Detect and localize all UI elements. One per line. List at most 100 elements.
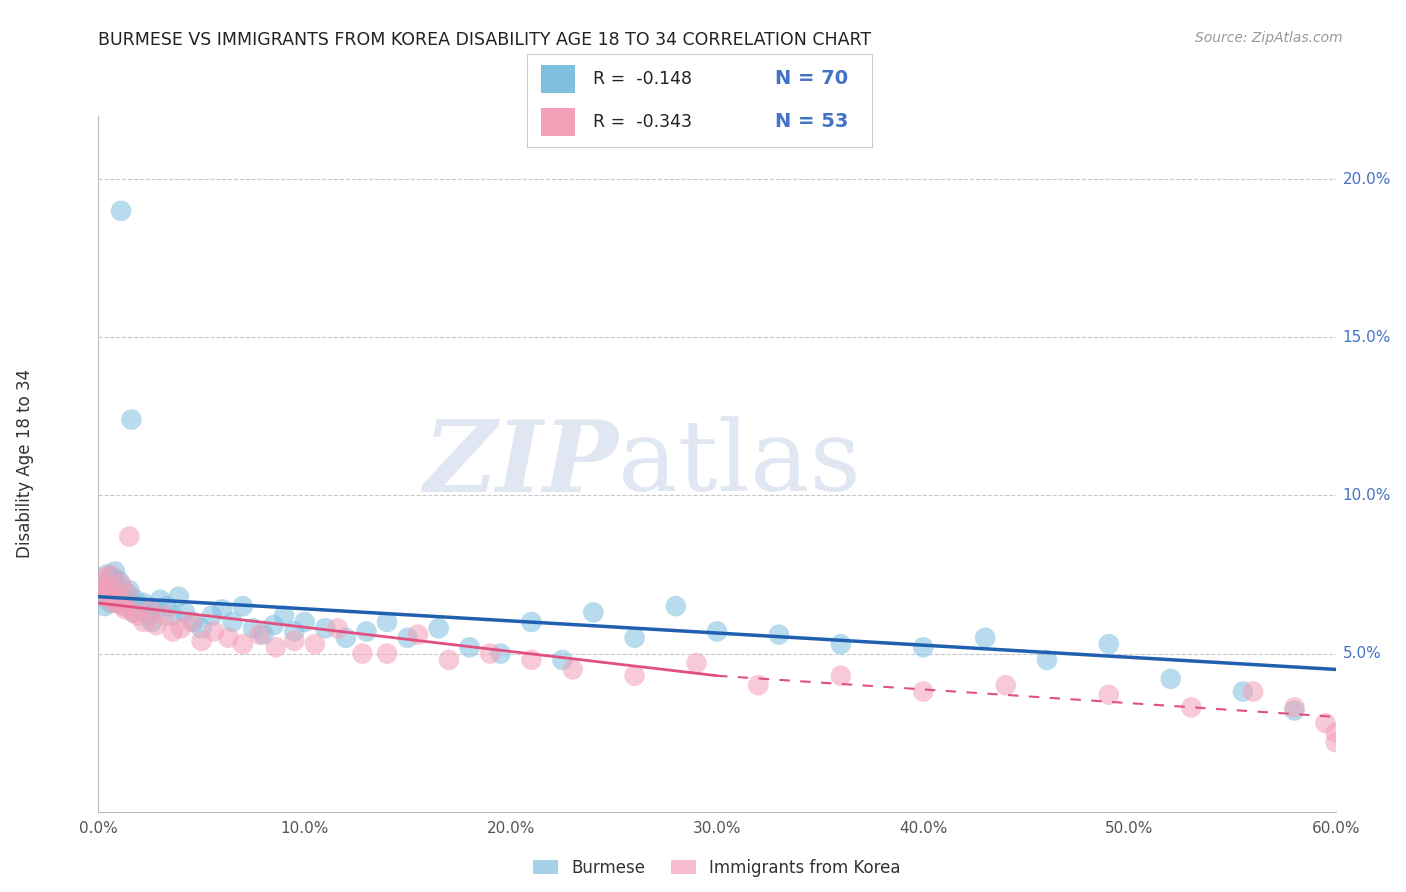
Point (294, 615, 316, 629)
Point (665, 599, 688, 614)
Point (96, 567, 118, 582)
Point (118, 530, 141, 544)
Text: 5.0%: 5.0% (1343, 646, 1382, 661)
Point (1315, 716, 1337, 731)
Point (375, 647, 398, 661)
Point (264, 640, 287, 655)
Point (352, 647, 374, 661)
Point (110, 577, 132, 591)
Point (551, 653, 574, 667)
Point (118, 583, 141, 598)
Text: 10.0%: 10.0% (1343, 488, 1391, 503)
Point (132, 596, 155, 610)
Point (100, 580, 122, 594)
Point (114, 602, 136, 616)
Point (1284, 700, 1306, 714)
Point (561, 662, 583, 676)
Point (112, 590, 135, 604)
Point (180, 615, 202, 629)
Point (623, 669, 645, 683)
Point (314, 621, 336, 635)
Point (437, 653, 460, 667)
Point (124, 592, 146, 607)
Point (304, 637, 326, 651)
Point (1098, 688, 1121, 702)
Point (181, 615, 204, 629)
Point (108, 596, 131, 610)
Text: Source: ZipAtlas.com: Source: ZipAtlas.com (1195, 31, 1343, 45)
Point (162, 608, 184, 623)
Point (747, 678, 769, 692)
Point (217, 631, 239, 645)
Point (97, 586, 120, 600)
Point (232, 637, 254, 651)
Text: 15.0%: 15.0% (1343, 330, 1391, 345)
Point (190, 634, 212, 648)
Point (155, 599, 177, 614)
Point (101, 596, 124, 610)
Point (974, 631, 997, 645)
Point (1232, 684, 1254, 698)
Text: ZIP: ZIP (423, 416, 619, 512)
Point (326, 621, 349, 635)
Point (1324, 725, 1347, 739)
Point (89, 577, 111, 591)
Text: 20.0%: 20.0% (1343, 172, 1391, 186)
Point (100, 596, 122, 610)
Point (139, 602, 162, 616)
Point (1036, 653, 1059, 667)
Point (91, 590, 114, 604)
Point (122, 606, 145, 620)
Point (96, 580, 118, 594)
Point (396, 631, 419, 645)
Point (136, 608, 159, 623)
Point (127, 608, 149, 623)
Point (283, 624, 305, 639)
Point (520, 653, 543, 667)
Point (97, 574, 120, 588)
Text: N = 53: N = 53 (775, 112, 849, 131)
Point (97, 590, 120, 604)
Point (149, 592, 172, 607)
Point (122, 606, 145, 620)
Point (104, 565, 127, 579)
Point (520, 615, 543, 629)
Point (93, 599, 115, 614)
Point (153, 608, 176, 623)
Point (89, 590, 111, 604)
Point (242, 621, 264, 635)
Point (105, 583, 128, 598)
Point (96, 583, 118, 598)
Text: N = 70: N = 70 (775, 70, 848, 88)
Point (120, 412, 142, 426)
Point (167, 590, 190, 604)
Point (132, 615, 155, 629)
Point (458, 640, 481, 655)
Text: R =  -0.148: R = -0.148 (593, 70, 692, 87)
Point (170, 621, 193, 635)
Point (247, 627, 270, 641)
Point (190, 621, 212, 635)
Point (1180, 700, 1202, 714)
Point (141, 615, 163, 629)
Point (117, 586, 139, 600)
Point (145, 618, 167, 632)
Point (162, 624, 184, 639)
Point (335, 631, 357, 645)
Point (105, 590, 128, 604)
Point (100, 567, 122, 582)
Point (273, 608, 295, 623)
Point (283, 634, 305, 648)
Point (1160, 672, 1182, 686)
Bar (541, 108, 575, 136)
Point (830, 637, 852, 651)
Point (252, 627, 274, 641)
Point (582, 606, 605, 620)
Point (1098, 637, 1121, 651)
Point (108, 574, 131, 588)
Point (1284, 704, 1306, 718)
Point (489, 647, 512, 661)
Point (104, 577, 127, 591)
Point (101, 586, 124, 600)
Point (91, 577, 114, 591)
